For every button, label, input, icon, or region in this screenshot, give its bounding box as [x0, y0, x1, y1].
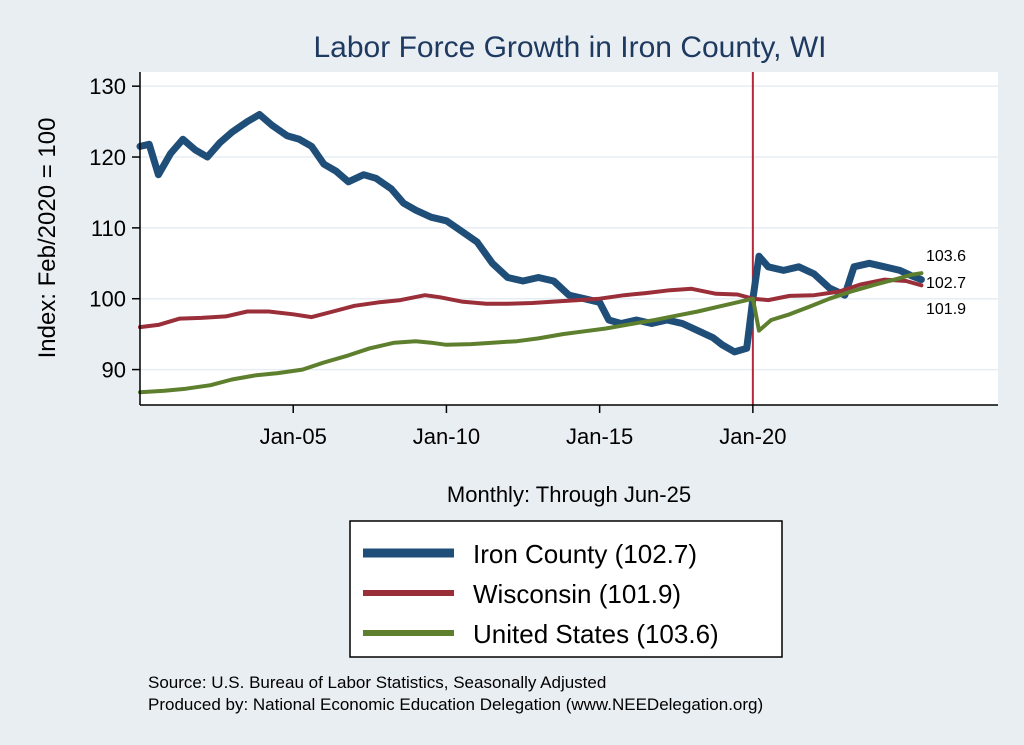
x-tick-label-Jan-05: Jan-05 [260, 424, 327, 449]
y-tick-label-90: 90 [102, 358, 126, 383]
legend-label-1: Wisconsin (101.9) [473, 579, 681, 609]
y-axis-label: Index: Feb/2020 = 100 [34, 118, 61, 359]
y-tick-label-120: 120 [89, 145, 126, 170]
legend-label-2: United States (103.6) [473, 619, 719, 649]
producer-note: Produced by: National Economic Education… [148, 695, 763, 714]
series-line-0 [136, 111, 925, 356]
end-value-label-0: 103.6 [926, 248, 966, 265]
end-value-label-2: 101.9 [926, 301, 966, 318]
x-tick-label-Jan-15: Jan-15 [566, 424, 633, 449]
y-tick-label-100: 100 [89, 287, 126, 312]
series-line-2 [138, 271, 924, 395]
x-tick-label-Jan-10: Jan-10 [413, 424, 480, 449]
y-tick-label-110: 110 [91, 216, 126, 241]
chart-title: Labor Force Growth in Iron County, WI [314, 31, 827, 64]
source-note: Source: U.S. Bureau of Labor Statistics,… [148, 673, 606, 692]
y-tick-label-130: 130 [89, 74, 126, 99]
x-tick-label-Jan-20: Jan-20 [719, 424, 786, 449]
series-line-1 [138, 277, 924, 330]
plot-area [140, 72, 998, 405]
end-value-label-1: 102.7 [926, 275, 966, 292]
legend: Iron County (102.7) Wisconsin (101.9) Unit… [349, 520, 783, 658]
legend-label-0: Iron County (102.7) [473, 539, 697, 569]
x-axis-label: Monthly: Through Jun-25 [447, 482, 691, 507]
